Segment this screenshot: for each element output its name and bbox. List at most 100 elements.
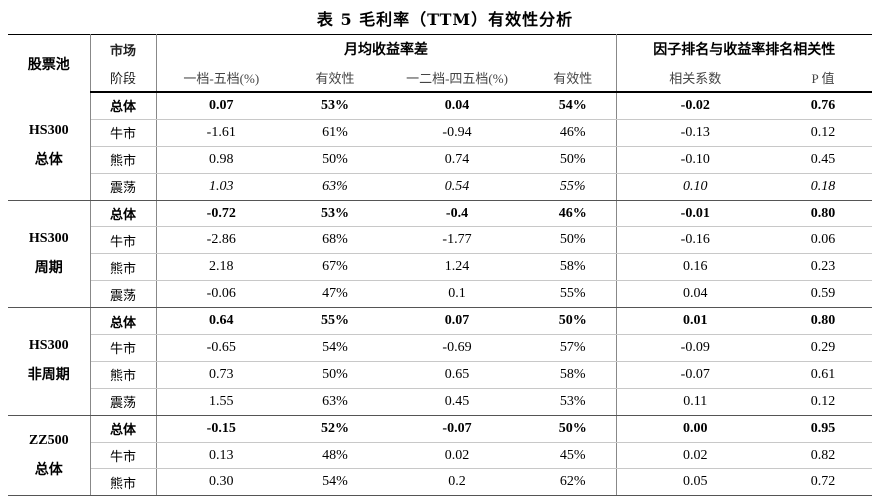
table-row: 牛市 -0.65 54% -0.69 57% -0.09 0.29 xyxy=(8,334,872,362)
effectiveness-1-cell: 68% xyxy=(286,226,384,255)
pool-subgroup: 总体 xyxy=(34,462,63,478)
p-value-cell: 0.80 xyxy=(774,200,872,228)
pool-name: HS300 xyxy=(28,338,69,354)
stage-cell: 震荡 xyxy=(90,388,157,416)
pool-cell: HS300 周期 xyxy=(8,200,91,309)
p-value-cell: 0.82 xyxy=(774,442,872,470)
table-row: 熊市 0.30 54% 0.2 62% 0.05 0.72 xyxy=(8,468,872,496)
effectiveness-2-cell: 58% xyxy=(530,253,617,282)
p-value-cell: 0.12 xyxy=(774,388,872,416)
p-value-cell: 0.61 xyxy=(774,361,872,389)
effectiveness-2-cell: 50% xyxy=(530,226,617,255)
return-diff-12-45-cell: 0.02 xyxy=(384,442,530,470)
effectiveness-2-cell: 50% xyxy=(530,146,617,174)
effectiveness-1-cell: 67% xyxy=(286,253,384,282)
stage-cell: 震荡 xyxy=(90,280,157,309)
table-row: 震荡 1.03 63% 0.54 55% 0.10 0.18 xyxy=(8,173,872,201)
table-body: HS300 总体 总体 0.07 53% 0.04 54% -0.02 0.76 牛市 -1.61 6… xyxy=(8,92,872,496)
effectiveness-2-cell: 46% xyxy=(530,200,617,228)
header-stage-line2: 阶段 xyxy=(90,63,157,93)
effectiveness-1-cell: 53% xyxy=(286,200,384,228)
pool-cell: HS300 总体 xyxy=(8,92,91,201)
effectiveness-1-cell: 50% xyxy=(286,361,384,389)
stage-cell: 牛市 xyxy=(90,334,157,362)
table-row: 震荡 1.55 63% 0.45 53% 0.11 0.12 xyxy=(8,388,872,416)
pool-cell: HS300 非周期 xyxy=(8,307,91,416)
p-value-cell: 0.76 xyxy=(774,92,872,120)
p-value-cell: 0.95 xyxy=(774,415,872,443)
return-diff-12-45-cell: 0.2 xyxy=(384,468,530,496)
p-value-cell: 0.06 xyxy=(774,226,872,255)
return-diff-1-5-cell: 0.13 xyxy=(156,442,286,470)
stage-cell: 牛市 xyxy=(90,226,157,255)
stage-cell: 熊市 xyxy=(90,361,157,389)
stage-cell: 牛市 xyxy=(90,442,157,470)
p-value-cell: 0.12 xyxy=(774,119,872,147)
effectiveness-1-cell: 63% xyxy=(286,173,384,201)
effectiveness-2-cell: 50% xyxy=(530,415,617,443)
header-col-correlation: 相关系数 xyxy=(616,63,774,93)
return-diff-12-45-cell: -0.4 xyxy=(384,200,530,228)
correlation-cell: -0.01 xyxy=(616,200,774,228)
effectiveness-1-cell: 55% xyxy=(286,307,384,336)
return-diff-12-45-cell: 1.24 xyxy=(384,253,530,282)
effectiveness-2-cell: 55% xyxy=(530,280,617,309)
header-rank-correlation: 因子排名与收益率排名相关性 xyxy=(653,43,836,58)
effectiveness-2-cell: 58% xyxy=(530,361,617,389)
header-col-effectiveness-1: 有效性 xyxy=(286,63,384,93)
return-diff-12-45-cell: 0.07 xyxy=(384,307,530,336)
effectiveness-2-cell: 45% xyxy=(530,442,617,470)
table-row: 震荡 -0.06 47% 0.1 55% 0.04 0.59 xyxy=(8,280,872,309)
correlation-cell: 0.04 xyxy=(616,280,774,309)
pool-subgroup: 总体 xyxy=(34,152,63,168)
return-diff-1-5-cell: -2.86 xyxy=(156,226,286,255)
return-diff-12-45-cell: 0.74 xyxy=(384,146,530,174)
stage-cell: 总体 xyxy=(90,92,157,120)
header-col-top-minus-bottom: 一档-五档(%) xyxy=(156,63,286,93)
header-col-effectiveness-2: 有效性 xyxy=(530,63,617,93)
correlation-cell: -0.10 xyxy=(616,146,774,174)
return-diff-1-5-cell: -0.65 xyxy=(156,334,286,362)
correlation-cell: 0.00 xyxy=(616,415,774,443)
table-row: HS300 周期 总体 -0.72 53% -0.4 46% -0.01 0.80 xyxy=(8,200,872,309)
effectiveness-1-cell: 52% xyxy=(286,415,384,443)
effectiveness-1-cell: 61% xyxy=(286,119,384,147)
factor-effectiveness-table: 股票池 市场 月均收益率差 因子排名与收益率排名相关性 阶段 一档-五档(%) … xyxy=(8,34,872,496)
effectiveness-2-cell: 53% xyxy=(530,388,617,416)
pool-name: HS300 xyxy=(28,122,69,138)
return-diff-1-5-cell: 0.64 xyxy=(156,307,286,336)
table-row: 牛市 -1.61 61% -0.94 46% -0.13 0.12 xyxy=(8,119,872,147)
p-value-cell: 0.59 xyxy=(774,280,872,309)
p-value-cell: 0.45 xyxy=(774,146,872,174)
return-diff-1-5-cell: 0.98 xyxy=(156,146,286,174)
pool-name: HS300 xyxy=(28,230,69,246)
stage-cell: 熊市 xyxy=(90,146,157,174)
return-diff-12-45-cell: 0.1 xyxy=(384,280,530,309)
correlation-cell: 0.01 xyxy=(616,307,774,336)
effectiveness-1-cell: 54% xyxy=(286,468,384,496)
p-value-cell: 0.72 xyxy=(774,468,872,496)
effectiveness-1-cell: 63% xyxy=(286,388,384,416)
stage-cell: 总体 xyxy=(90,307,157,336)
table-row: HS300 非周期 总体 0.64 55% 0.07 50% 0.01 0.80 xyxy=(8,307,872,416)
p-value-cell: 0.23 xyxy=(774,253,872,282)
table-title: 表 5 毛利率（TTM）有效性分析 xyxy=(316,10,574,29)
pool-subgroup: 周期 xyxy=(34,260,63,276)
correlation-cell: -0.13 xyxy=(616,119,774,147)
correlation-cell: 0.10 xyxy=(616,173,774,201)
table-row: ZZ500 总体 总体 -0.15 52% -0.07 50% 0.00 0.95 xyxy=(8,415,872,496)
stage-cell: 总体 xyxy=(90,200,157,228)
correlation-cell: 0.11 xyxy=(616,388,774,416)
return-diff-1-5-cell: -0.06 xyxy=(156,280,286,309)
correlation-cell: 0.16 xyxy=(616,253,774,282)
correlation-cell: 0.05 xyxy=(616,468,774,496)
table-row: 牛市 -2.86 68% -1.77 50% -0.16 0.06 xyxy=(8,226,872,255)
correlation-cell: -0.16 xyxy=(616,226,774,255)
header-stage-line1: 市场 xyxy=(90,34,157,63)
p-value-cell: 0.29 xyxy=(774,334,872,362)
effectiveness-2-cell: 55% xyxy=(530,173,617,201)
table-row: HS300 总体 总体 0.07 53% 0.04 54% -0.02 0.76 xyxy=(8,92,872,201)
header-col-p-value: P 值 xyxy=(774,63,872,93)
effectiveness-1-cell: 50% xyxy=(286,146,384,174)
pool-cell: ZZ500 总体 xyxy=(8,415,91,496)
